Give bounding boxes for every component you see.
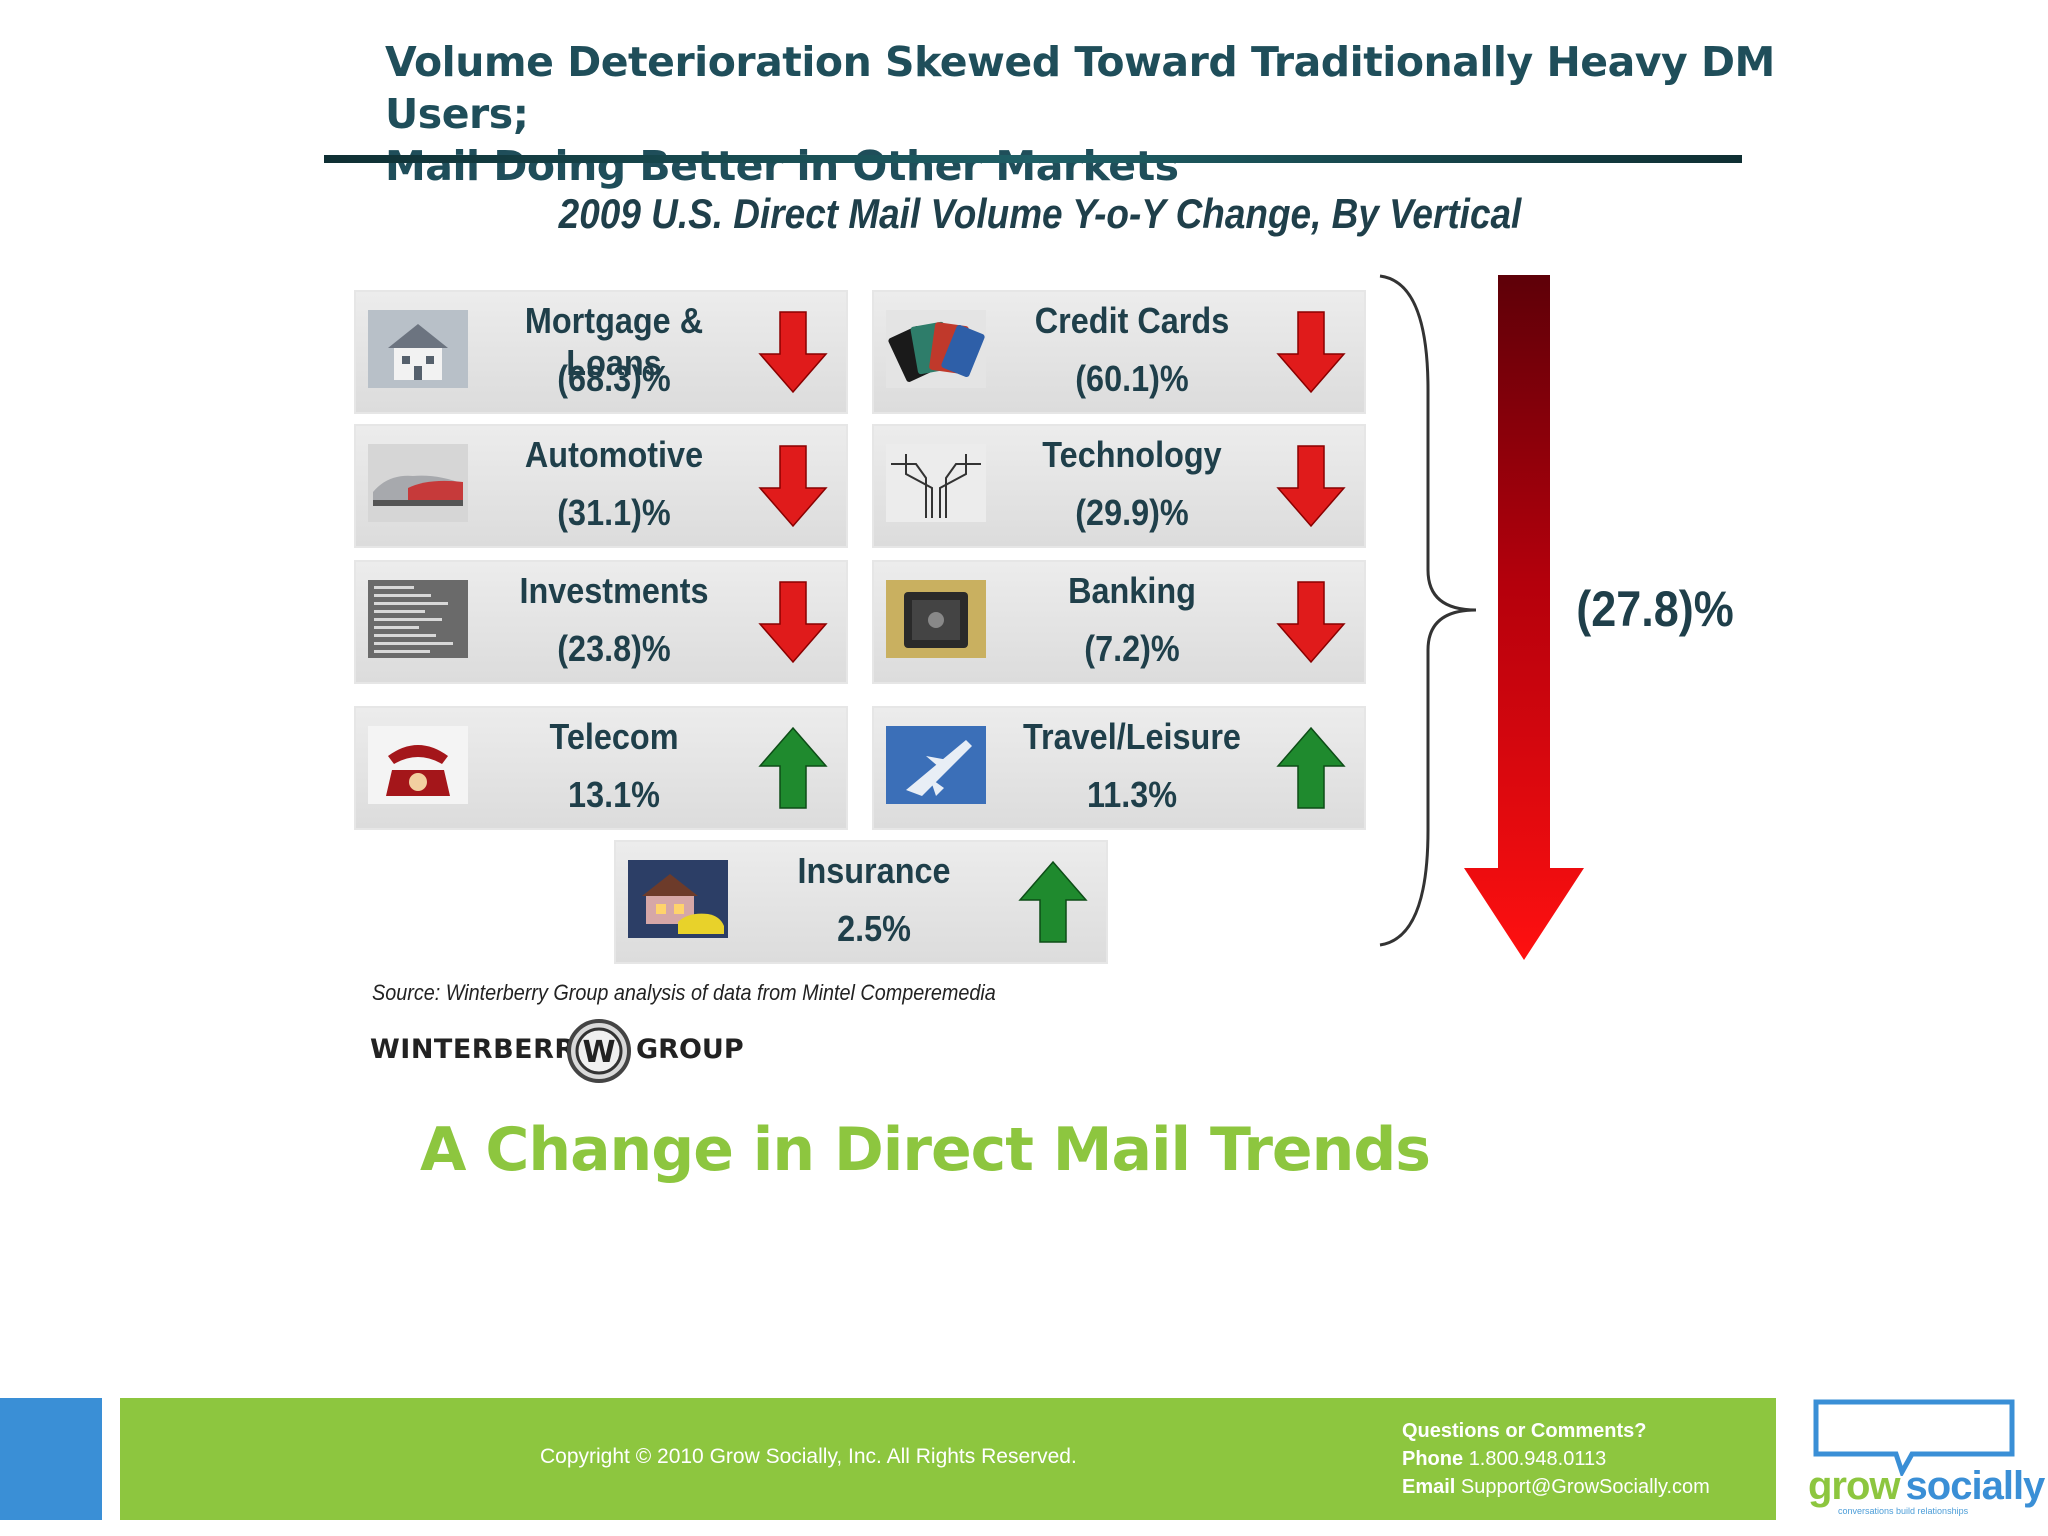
phone-number: 1.800.948.0113 [1468,1448,1607,1470]
vertical-name: Technology [1042,434,1222,475]
vertical-name: Automotive [524,434,704,475]
overall-change-label: (27.8)% [1576,581,1734,637]
footer-contact: Questions or Comments? Phone 1.800.948.0… [1402,1417,1710,1501]
grow-socially-tagline: conversations build relationships [1838,1506,1969,1516]
stock-ticker-icon [368,580,468,658]
footer-copyright: Copyright © 2010 Grow Socially, Inc. All… [540,1445,1077,1468]
title-divider [324,155,1742,163]
arrow-down-icon [758,445,828,528]
house-icon [368,310,468,388]
vertical-name: Telecom [549,716,679,757]
arrow-down-icon [1276,581,1346,664]
grow-socially-wordmark: grow socially [1808,1464,2046,1509]
cars-icon [368,444,468,522]
arrow-up-icon [1018,860,1088,943]
vertical-change-label: (29.9)% [1075,492,1189,533]
winterberry-logo-text-right: GROUP [636,1034,744,1065]
vertical-change-label: 13.1% [568,774,660,815]
vertical-tile: Mortgage & Loans (68.3)% [354,290,848,414]
vertical-tile: Credit Cards (60.1)% [872,290,1366,414]
vertical-change-label: (31.1)% [557,492,671,533]
vertical-tile: Travel/Leisure 11.3% [872,706,1366,830]
vertical-change-label: (68.3)% [557,358,671,399]
overall-down-arrow [1464,275,1584,960]
winterberry-logo-text: WINTERBERRY [370,1034,595,1065]
arrow-down-icon [1276,311,1346,394]
chart-title: 2009 U.S. Direct Mail Volume Y-o-Y Chang… [558,190,1522,237]
winterberry-mark: W [582,1035,615,1070]
slide-title-line-1: Volume Deterioration Skewed Toward Tradi… [385,38,1775,138]
telephone-icon [368,726,468,804]
bracket-and-overall-arrow [1379,274,1584,960]
vertical-change-label: 2.5% [837,908,911,949]
wordmark-socially: socially [1905,1464,2046,1508]
circuit-icon [886,444,986,522]
home-car-icon [628,860,728,938]
vertical-tile: Investments (23.8)% [354,560,848,684]
vertical-change-label: (60.1)% [1075,358,1189,399]
vertical-name: Banking [1068,570,1196,611]
brace-icon [1379,274,1477,947]
vertical-tile: Automotive (31.1)% [354,424,848,548]
arrow-down-icon [1276,445,1346,528]
vertical-tile: Technology (29.9)% [872,424,1366,548]
vertical-change-label: 11.3% [1086,774,1178,815]
email-address: Support@GrowSocially.com [1460,1476,1710,1498]
vertical-name: Travel/Leisure [1023,716,1241,757]
speech-bubble-icon [1813,1399,2015,1476]
safe-icon [886,580,986,658]
arrow-down-icon [758,311,828,394]
contact-heading: Questions or Comments? [1402,1420,1647,1442]
vertical-name: Investments [519,570,709,611]
vertical-name: Credit Cards [1034,300,1230,341]
vertical-tile: Telecom 13.1% [354,706,848,830]
arrow-down-icon [758,581,828,664]
vertical-name: Insurance [797,850,951,891]
grow-socially-logo: grow socially conversations build relatio… [1808,1398,2045,1518]
footer-blue-block [0,1398,102,1520]
vertical-change-label: (7.2)% [1084,628,1180,669]
wordmark-grow: grow [1808,1464,1901,1508]
slide-title: Volume Deterioration Skewed Toward Tradi… [385,36,1785,192]
airplane-icon [886,726,986,804]
arrow-up-icon [1276,726,1346,809]
winterberry-w-icon: W [567,1019,631,1083]
credit-cards-icon [886,310,986,388]
footer-bar [120,1398,1776,1520]
vertical-name: Mortgage & Loans [524,300,704,383]
slide-subtitle: A Change in Direct Mail Trends [420,1115,1431,1185]
arrow-up-icon [758,726,828,809]
phone-label: Phone [1402,1448,1464,1470]
vertical-tile: Insurance 2.5% [614,840,1108,964]
email-label: Email [1402,1476,1456,1498]
chart-source: Source: Winterberry Group analysis of da… [372,980,996,1005]
vertical-change-label: (23.8)% [557,628,671,669]
slide-title-line-2: Mail Doing Better in Other Markets [385,142,1179,190]
vertical-tile: Banking (7.2)% [872,560,1366,684]
